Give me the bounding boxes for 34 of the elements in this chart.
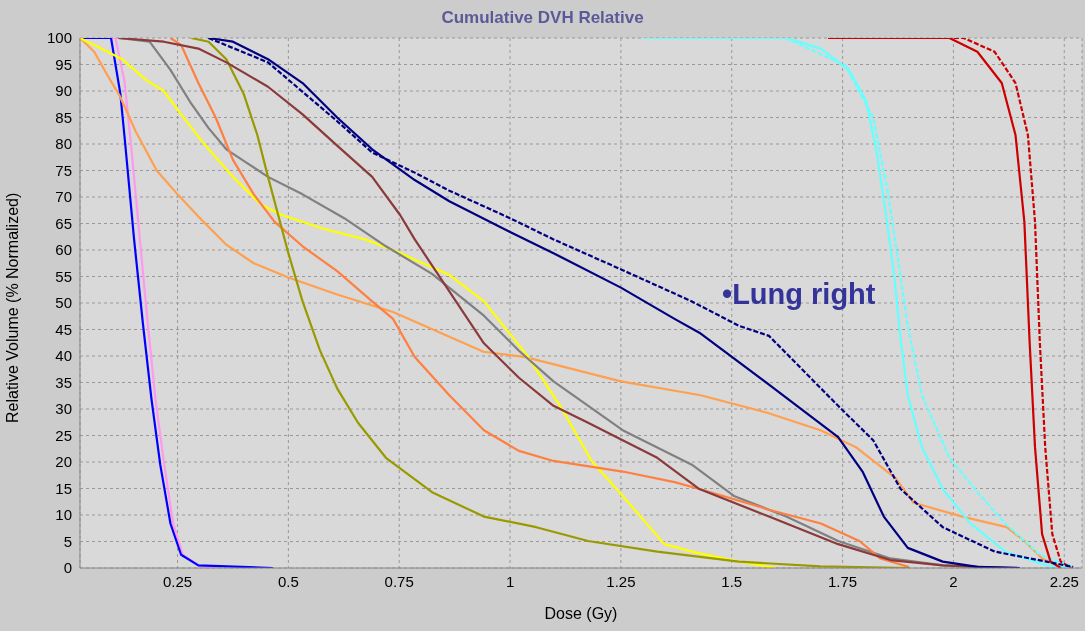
y-tick-label: 45	[55, 320, 72, 338]
chart-title: Cumulative DVH Relative	[440, 7, 645, 29]
y-tick-label: 25	[55, 426, 72, 444]
annotation: •Lung right	[722, 278, 876, 311]
y-tick-label: 15	[55, 479, 72, 497]
x-tick-label: 1.75	[827, 572, 858, 590]
y-tick-label: 10	[55, 506, 72, 524]
y-tick-label: 95	[55, 55, 72, 73]
x-tick-label: 0.75	[384, 572, 414, 590]
x-tick-label: 0.5	[277, 572, 299, 590]
y-tick-label: 100	[46, 29, 72, 47]
y-tick-label: 65	[55, 214, 72, 232]
y-tick-label: 60	[55, 241, 72, 259]
y-tick-label: 80	[55, 135, 72, 153]
x-axis-title: Dose (Gy)	[544, 605, 618, 622]
y-tick-label: 90	[55, 82, 72, 100]
y-tick-label: 0	[63, 559, 72, 577]
x-tick-label: 1	[505, 572, 515, 590]
y-tick-label: 75	[55, 161, 72, 179]
x-tick-label: 0.25	[162, 572, 193, 590]
x-tick-label: 2.25	[1049, 572, 1079, 590]
y-tick-label: 55	[55, 267, 72, 285]
y-tick-label: 85	[55, 108, 72, 126]
y-tick-label: 35	[55, 373, 72, 391]
y-tick-label: 70	[55, 188, 72, 206]
x-tick-label: 1.5	[721, 572, 743, 590]
y-tick-label: 50	[55, 294, 72, 312]
y-tick-label: 20	[55, 453, 72, 471]
x-tick-label: 1.25	[606, 572, 636, 590]
y-tick-label: 30	[55, 400, 72, 418]
y-tick-label: 40	[55, 347, 72, 365]
y-tick-label: 5	[63, 532, 72, 550]
x-tick-label: 2	[949, 572, 958, 590]
y-axis-title: Relative Volume (% Normalized)	[3, 192, 21, 423]
